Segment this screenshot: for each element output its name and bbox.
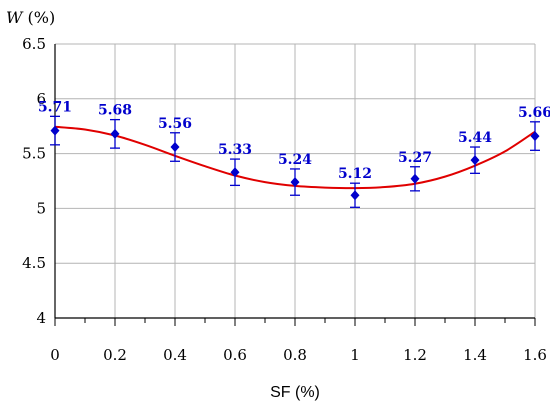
data-point — [170, 142, 180, 153]
data-label: 5.71 — [38, 99, 72, 115]
data-point — [470, 155, 480, 166]
x-tick-label: 0.8 — [283, 346, 307, 364]
y-tick-label: 6.5 — [22, 35, 46, 53]
data-point — [230, 167, 240, 178]
x-tick-labels: 0 0.2 0.4 0.6 0.8 1 1.2 1.4 1.6 — [50, 346, 547, 364]
x-tick-label: 1.6 — [523, 346, 547, 364]
y-tick-labels: 4 4.5 5 5.5 6 6.5 — [22, 35, 46, 327]
x-axis-title: SF (%) — [270, 384, 320, 401]
y-axis-unit: (%) — [22, 8, 55, 27]
data-label: 5.12 — [338, 166, 372, 182]
data-label: 5.56 — [158, 116, 192, 132]
x-tick-label: 1.2 — [403, 346, 427, 364]
data-point — [50, 125, 60, 136]
y-tick-label: 4.5 — [22, 254, 46, 272]
data-point — [350, 190, 360, 201]
y-tick-label: 5 — [36, 199, 46, 217]
x-tick-label: 0 — [50, 346, 60, 364]
data-label: 5.33 — [218, 142, 252, 158]
x-tick-label: 0.6 — [223, 346, 247, 364]
x-tick-label: 0.2 — [103, 346, 127, 364]
data-label: 5.44 — [458, 130, 492, 146]
data-label: 5.66 — [518, 105, 550, 121]
data-point — [110, 128, 120, 139]
data-point — [410, 173, 420, 184]
y-axis-variable: W — [6, 8, 24, 27]
data-point — [530, 131, 540, 142]
axes — [54, 44, 536, 326]
grid — [55, 43, 536, 318]
data-label: 5.27 — [398, 150, 432, 166]
y-tick-label: 4 — [36, 309, 46, 327]
y-tick-label: 5.5 — [22, 145, 46, 163]
x-tick-label: 0.4 — [163, 346, 187, 364]
data-labels: 5.71 5.68 5.56 5.33 5.24 5.12 5.27 5.44 5.66 — [38, 99, 550, 182]
y-axis-title: W (%) — [6, 8, 55, 27]
x-tick-label: 1.4 — [463, 346, 487, 364]
data-point — [290, 177, 300, 188]
data-points — [50, 115, 540, 208]
y-tick-label: 6 — [36, 90, 46, 108]
data-label: 5.68 — [98, 103, 132, 119]
x-tick-label: 1 — [350, 346, 360, 364]
data-label: 5.24 — [278, 152, 312, 168]
